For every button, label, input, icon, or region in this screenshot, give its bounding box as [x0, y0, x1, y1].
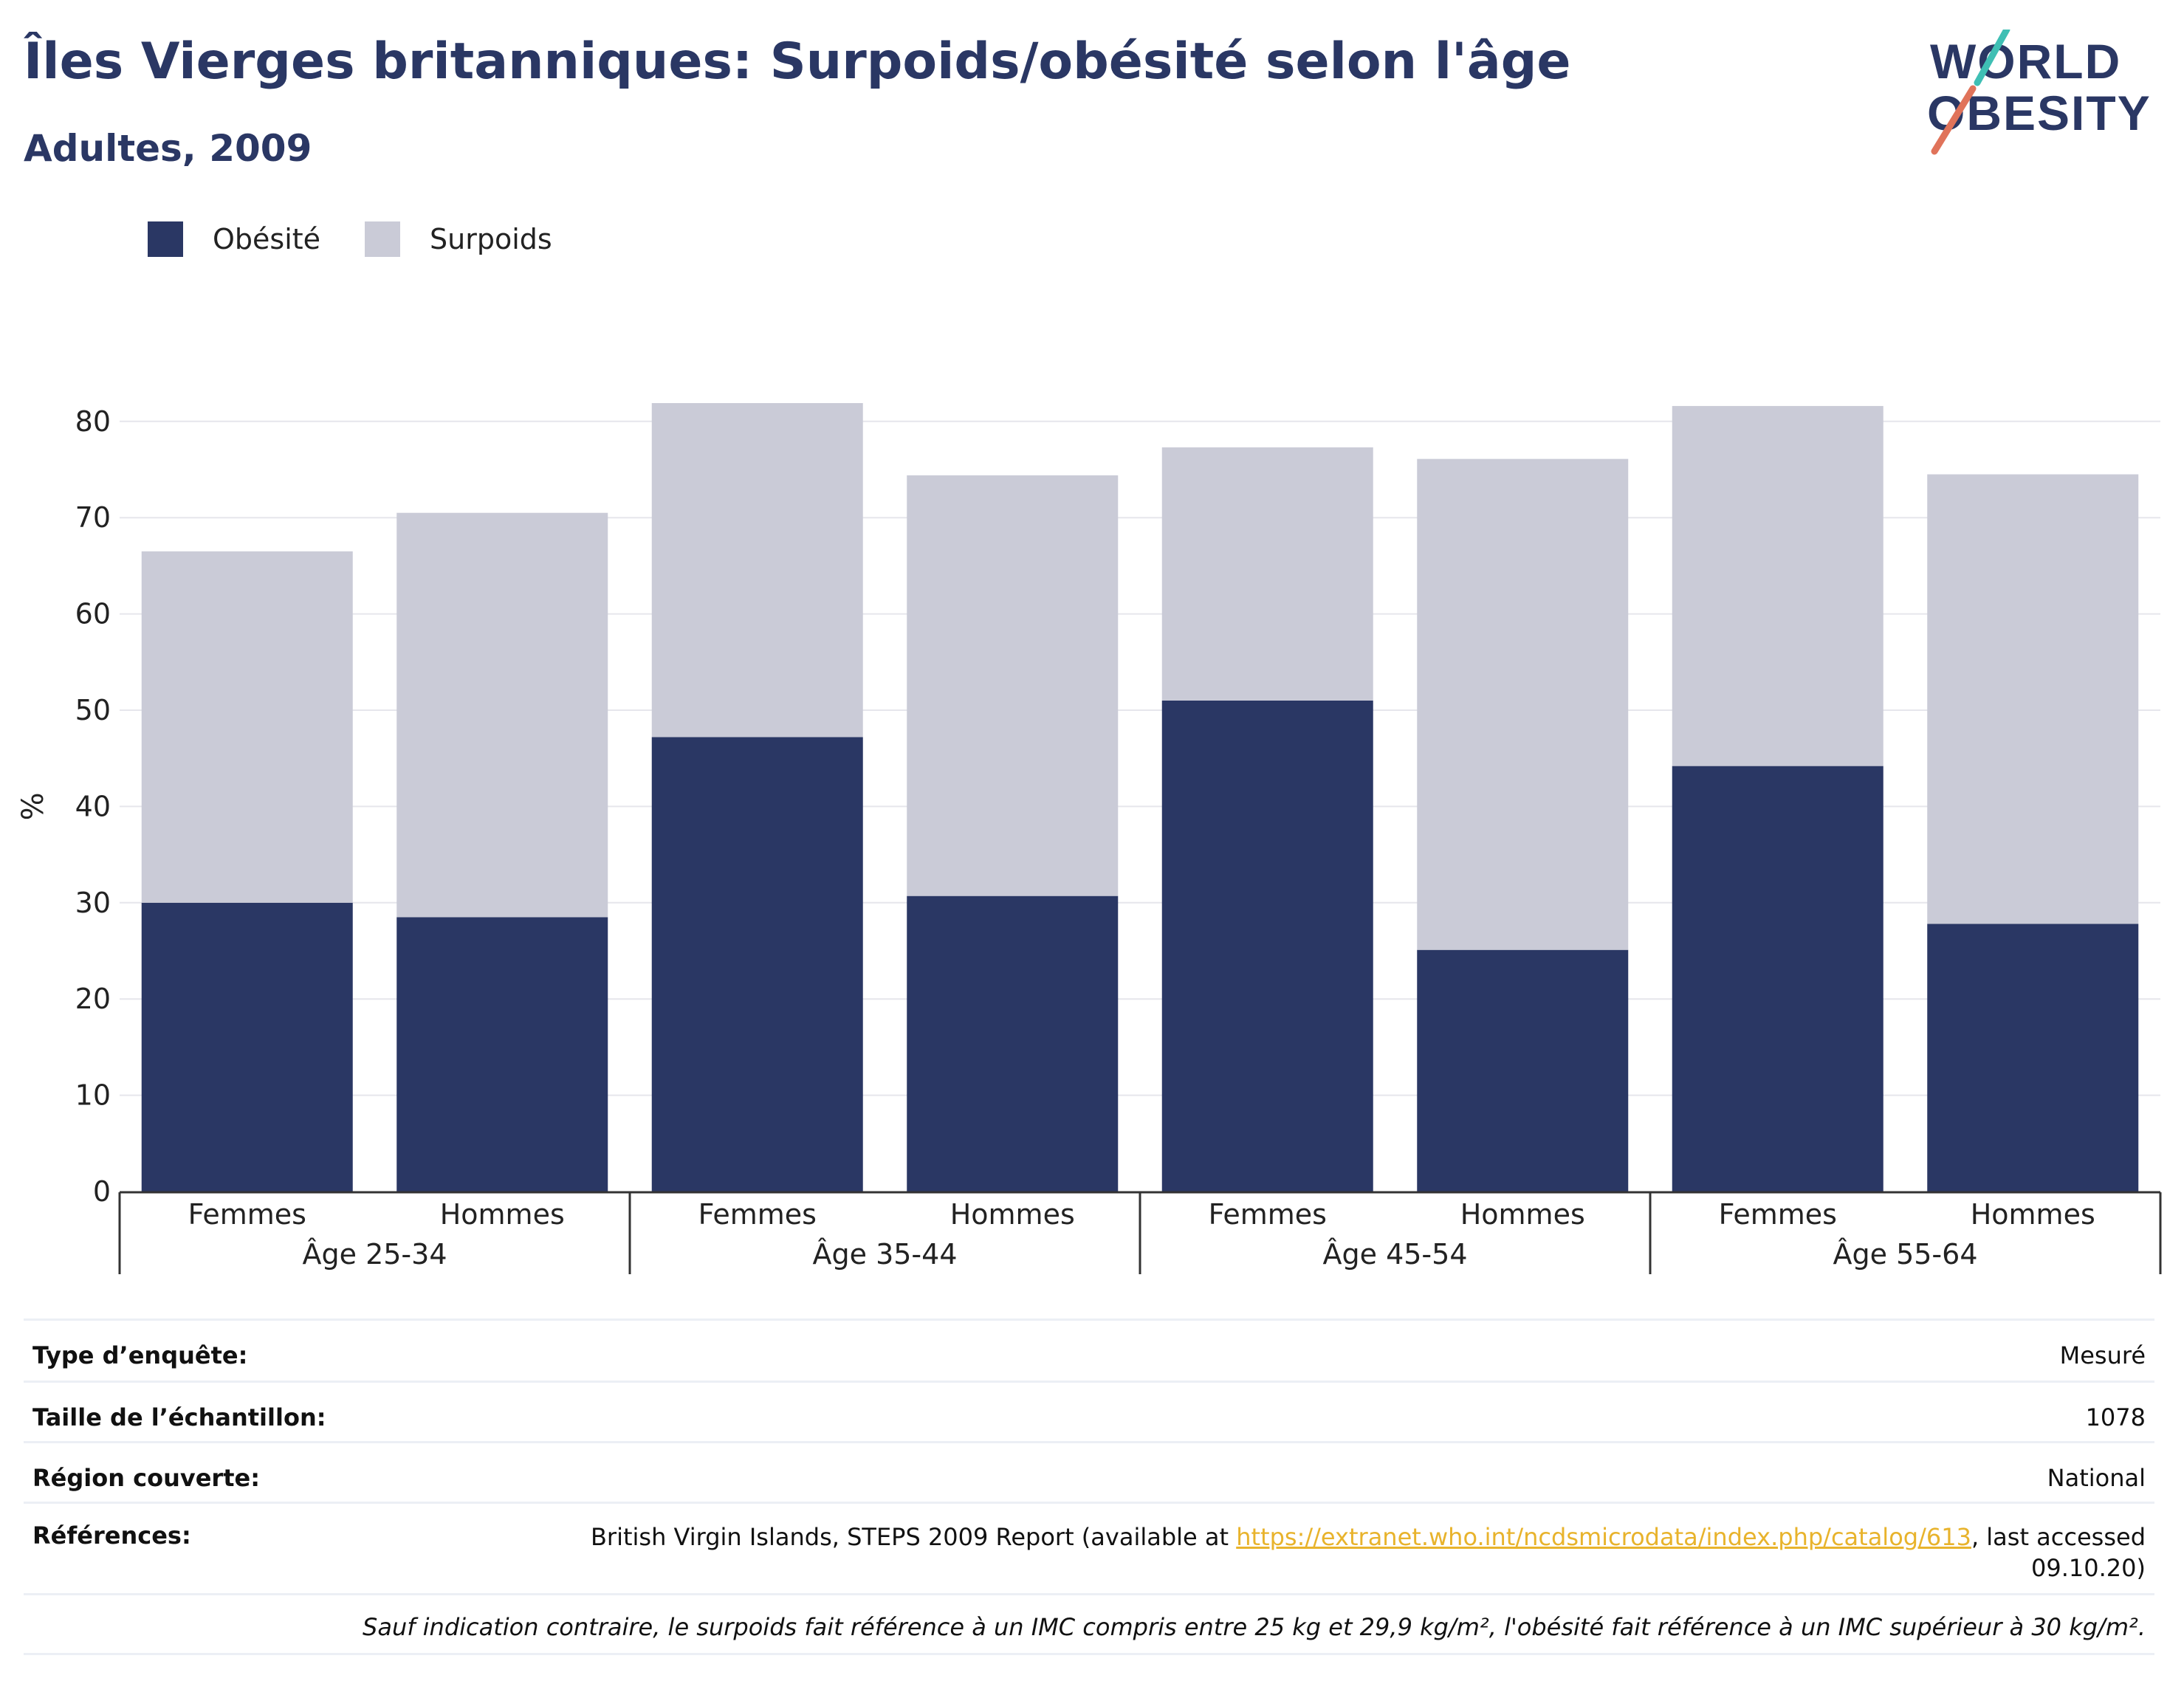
y-axis-title: % [16, 792, 50, 820]
bar-overweight [1417, 458, 1629, 950]
x-tick-label: Femmes [1719, 1198, 1837, 1231]
y-tick-label: 30 [75, 887, 111, 919]
chart-subtitle: Adultes, 2009 [24, 127, 312, 170]
bar-obesity [141, 902, 353, 1192]
legend-swatch-overweight [365, 221, 401, 257]
y-tick-label: 60 [75, 598, 111, 630]
references-prefix: British Virgin Islands, STEPS 2009 Repor… [590, 1523, 1237, 1551]
info-row-references: Références: British Virgin Islands, STEP… [24, 1502, 2154, 1593]
y-tick-label: 20 [75, 983, 111, 1015]
chart-title: Îles Vierges britanniques: Surpoids/obés… [24, 32, 1571, 91]
stacked-bar-chart: 0 10 20 30 40 50 60 70 80% Femmes Hommes Femmes Homm… [16, 403, 2162, 1274]
y-tick-label: 40 [75, 790, 111, 822]
sample-size-value: 1078 [2085, 1403, 2146, 1431]
bar-obesity [1417, 949, 1629, 1192]
legend-item-obesity: Obésité [148, 221, 320, 257]
info-row-region: Région couverte: National [24, 1441, 2154, 1502]
svg-text:WORLD: WORLD [1930, 34, 2121, 89]
group-label: Âge 55-64 [1833, 1238, 1978, 1271]
bar-overweight [1161, 447, 1373, 701]
y-tick-label: 0 [93, 1175, 111, 1208]
y-tick-label: 80 [75, 405, 111, 438]
x-tick-label: Hommes [440, 1198, 565, 1231]
y-tick-label: 70 [75, 501, 111, 534]
bar-overweight [907, 475, 1119, 896]
legend-swatch-obesity [148, 221, 183, 257]
survey-type-value: Mesuré [2059, 1341, 2146, 1369]
y-tick-label: 10 [75, 1079, 111, 1112]
y-tick-label: 50 [75, 694, 111, 726]
x-tick-label: Femmes [1209, 1198, 1327, 1231]
bar-overweight [651, 403, 863, 738]
legend-item-overweight: Surpoids [365, 221, 552, 257]
legend-label-overweight: Surpoids [430, 223, 552, 255]
bar-overweight [1672, 405, 1883, 766]
group-label: Âge 25-34 [303, 1238, 447, 1271]
references-suffix: , last accessed 09.10.20) [1971, 1523, 2146, 1582]
bar-obesity [1672, 766, 1883, 1192]
sample-size-label: Taille de l’échantillon: [32, 1403, 326, 1431]
region-value: National [2047, 1464, 2146, 1492]
bar-obesity [1927, 924, 2139, 1192]
region-label: Région couverte: [32, 1464, 260, 1492]
world-obesity-logo: WORLD OBESITY [1927, 30, 2152, 155]
group-label: Âge 35-44 [813, 1238, 958, 1271]
x-tick-label: Hommes [1460, 1198, 1585, 1231]
legend-label-obesity: Obésité [213, 223, 321, 255]
references-link[interactable]: https://extranet.who.int/ncdsmicrodata/i… [1236, 1523, 1971, 1551]
references-value: British Virgin Islands, STEPS 2009 Repor… [580, 1522, 2146, 1593]
bar-obesity [907, 895, 1119, 1192]
bar-obesity [651, 737, 863, 1192]
bar-overweight [141, 551, 353, 903]
bar-obesity [1161, 700, 1373, 1192]
bar-overweight [1927, 474, 2139, 924]
definition-note: Sauf indication contraire, le surpoids f… [363, 1613, 2146, 1641]
group-label: Âge 45-54 [1323, 1238, 1468, 1271]
x-tick-label: Femmes [698, 1198, 817, 1231]
chart-legend: Obésité Surpoids [148, 219, 597, 260]
x-tick-label: Hommes [950, 1198, 1075, 1231]
bar-obesity [396, 917, 608, 1192]
svg-text:OBESITY: OBESITY [1927, 86, 2152, 140]
references-label: Références: [32, 1522, 191, 1550]
x-tick-label: Hommes [1971, 1198, 2095, 1231]
x-tick-label: Femmes [188, 1198, 306, 1231]
info-row-note: Sauf indication contraire, le surpoids f… [24, 1593, 2154, 1655]
info-table: Type d’enquête: Mesuré Taille de l’échan… [24, 1318, 2154, 1655]
info-row-survey-type: Type d’enquête: Mesuré [24, 1318, 2154, 1381]
info-row-sample-size: Taille de l’échantillon: 1078 [24, 1381, 2154, 1441]
survey-type-label: Type d’enquête: [32, 1341, 248, 1369]
bar-overweight [396, 512, 608, 918]
